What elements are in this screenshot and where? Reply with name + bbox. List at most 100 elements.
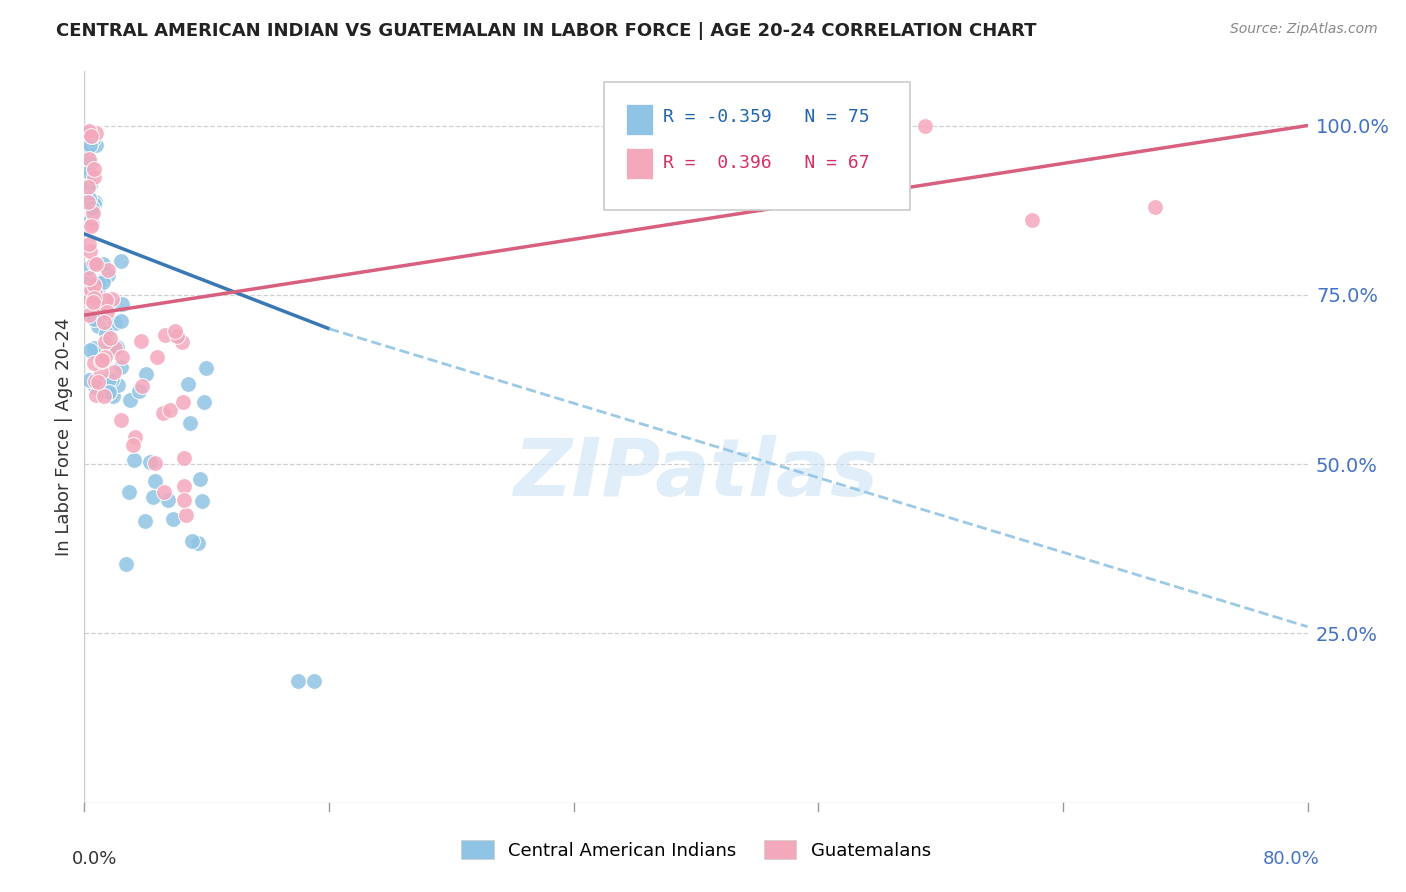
Point [84, 388, 107, 402]
Point [77, 191, 100, 205]
Point [94, 293, 117, 307]
Point [82, 295, 104, 310]
Text: R =  0.396   N = 67: R = 0.396 N = 67 [664, 153, 869, 172]
Point [80, 212, 103, 227]
Point [174, 508, 197, 523]
Point [82, 131, 104, 145]
Point [177, 376, 200, 391]
Point [76, 126, 98, 140]
Point [179, 416, 201, 430]
Point [163, 324, 186, 338]
Point [91, 353, 114, 368]
Point [79, 153, 101, 167]
Point [77, 271, 100, 285]
Point [83, 343, 105, 357]
Point [302, 673, 325, 688]
Point [111, 350, 134, 364]
Point [101, 389, 124, 403]
Point [101, 372, 124, 386]
Point [94, 350, 117, 364]
Point [83, 278, 105, 293]
Point [77, 291, 100, 305]
Point [190, 494, 212, 508]
Point [86, 376, 108, 390]
Point [83, 194, 105, 209]
Point [77, 373, 100, 387]
Point [83, 311, 105, 326]
Point [79, 244, 101, 259]
Point [96, 305, 118, 319]
Point [162, 512, 184, 526]
Point [83, 380, 105, 394]
Point [79, 138, 101, 153]
Point [82, 201, 104, 215]
Bar [626, 148, 654, 179]
Point [83, 161, 105, 176]
Point [83, 292, 105, 306]
Point [152, 406, 174, 420]
Point [110, 254, 132, 268]
Point [173, 451, 195, 466]
Point [77, 308, 100, 322]
Point [115, 558, 138, 572]
Point [84, 286, 107, 301]
Point [91, 257, 114, 271]
Point [129, 334, 152, 348]
Point [90, 299, 112, 313]
Point [103, 341, 125, 355]
Point [90, 366, 112, 380]
Point [104, 316, 127, 330]
Point [173, 479, 195, 493]
Point [166, 328, 188, 343]
Point [153, 484, 176, 499]
Point [79, 128, 101, 143]
Point [142, 490, 165, 504]
Point [97, 384, 120, 399]
Point [193, 394, 215, 409]
Point [118, 392, 141, 407]
Point [157, 493, 180, 508]
Point [97, 268, 120, 282]
Point [87, 281, 110, 295]
Point [90, 354, 112, 368]
Point [83, 197, 105, 211]
Point [105, 340, 128, 354]
Point [131, 379, 153, 393]
Point [77, 165, 100, 179]
Text: 80.0%: 80.0% [1263, 850, 1320, 868]
Point [82, 217, 104, 231]
Point [187, 536, 209, 550]
Point [77, 260, 100, 275]
Point [155, 328, 177, 343]
Point [172, 394, 194, 409]
Point [83, 255, 105, 269]
Point [838, 119, 860, 133]
Point [122, 438, 145, 452]
Point [76, 180, 98, 194]
Point [79, 343, 101, 357]
Point [94, 326, 117, 340]
Point [103, 365, 125, 379]
Point [80, 283, 103, 297]
Point [84, 126, 107, 140]
Text: 0.0%: 0.0% [72, 850, 118, 868]
Point [145, 456, 167, 470]
Point [1021, 213, 1043, 227]
Point [110, 313, 132, 327]
Point [77, 124, 100, 138]
Point [110, 359, 132, 374]
Point [100, 331, 122, 345]
Point [84, 374, 107, 388]
Bar [626, 104, 654, 135]
Point [124, 453, 146, 467]
Point [97, 263, 120, 277]
Point [84, 138, 107, 153]
Point [914, 119, 936, 133]
Point [86, 319, 108, 334]
Point [77, 195, 100, 210]
Point [194, 361, 217, 376]
Point [90, 274, 112, 288]
Point [83, 356, 105, 370]
Point [82, 294, 104, 309]
Point [1143, 200, 1166, 214]
